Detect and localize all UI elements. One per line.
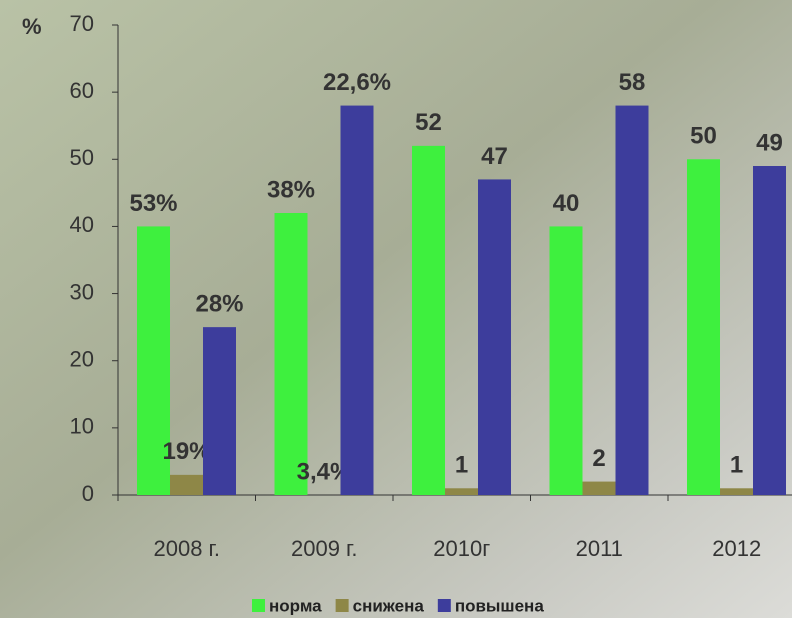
y-axis-label: % (22, 14, 42, 39)
y-tick-label: 20 (70, 347, 94, 372)
bar-annotation: 1 (455, 452, 468, 479)
legend-swatch (437, 599, 451, 612)
bar-annotation: 52 (415, 109, 442, 136)
bar-annotation: 28% (195, 290, 243, 317)
bar-annotation: 49 (756, 129, 783, 156)
bar-annotation: 38% (267, 176, 315, 203)
bar (549, 226, 583, 495)
y-tick-label: 0 (82, 481, 94, 506)
x-tick-label: 2009 г. (291, 536, 358, 561)
y-tick-label: 10 (70, 414, 94, 439)
legend-swatch (252, 599, 265, 612)
bar (412, 145, 445, 495)
bar (137, 226, 170, 495)
bar-annotation: 58 (619, 69, 646, 96)
bar (478, 179, 511, 495)
y-tick-label: 70 (70, 11, 94, 36)
bar-annotation: 47 (481, 143, 508, 170)
y-tick-label: 40 (70, 212, 94, 237)
bar (340, 105, 374, 496)
bar (720, 488, 753, 495)
x-tick-label: 2008 г. (153, 536, 220, 561)
legend-label: снижена (353, 596, 425, 615)
legend-label: повышена (455, 596, 545, 615)
bar (687, 159, 720, 496)
bar (203, 327, 236, 495)
bar (615, 105, 649, 496)
y-tick-label: 30 (70, 279, 94, 304)
bar (753, 166, 786, 495)
bar (582, 481, 616, 495)
y-tick-label: 50 (70, 145, 94, 170)
bar (274, 213, 308, 495)
y-tick-label: 60 (70, 78, 94, 103)
bar-annotation: 53% (129, 190, 177, 217)
legend-swatch (335, 599, 349, 612)
x-tick-label: 2011 (576, 536, 623, 561)
bar-annotation: 19% (162, 438, 210, 465)
x-tick-label: 2010г (433, 536, 490, 561)
bar (445, 488, 478, 495)
bar-annotation: 40 (553, 190, 580, 217)
bar-annotation: 1 (730, 452, 743, 479)
x-tick-label: 2012 (712, 536, 761, 561)
bar-annotation: 2 (592, 445, 605, 472)
bar-annotation: 50 (690, 123, 717, 150)
legend-label: норма (269, 596, 322, 615)
bar-annotation: 22,6% (323, 69, 391, 96)
bar (170, 474, 203, 495)
